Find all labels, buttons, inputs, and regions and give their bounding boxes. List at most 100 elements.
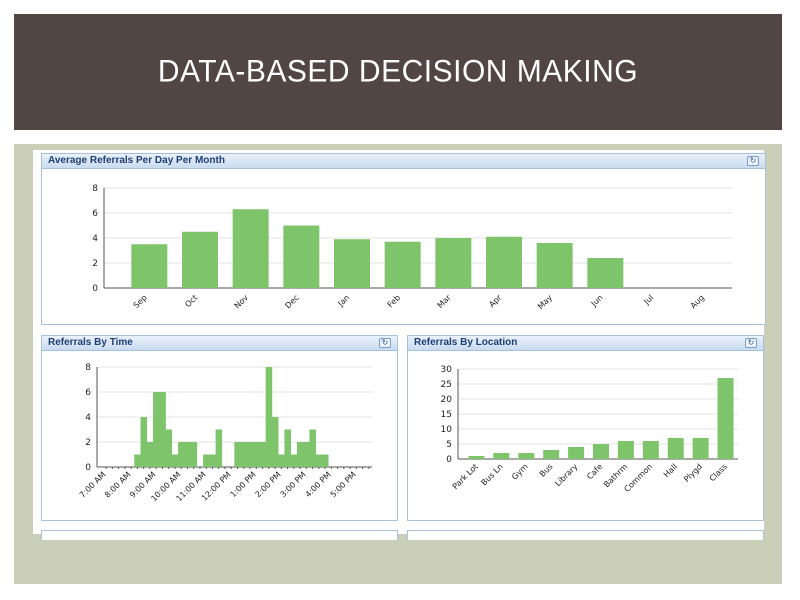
bar [234, 442, 241, 467]
x-tick-label: Mar [436, 293, 454, 311]
x-tick-label: 4:00 PM [304, 470, 333, 499]
bar [259, 442, 266, 467]
refresh-icon[interactable]: ↻ [747, 156, 759, 166]
bar [321, 454, 329, 467]
bar [253, 442, 260, 467]
bar [134, 454, 141, 467]
x-tick-label: Cafe [585, 462, 604, 481]
x-tick-label: Gym [510, 462, 530, 482]
bar [593, 444, 609, 459]
bar [140, 417, 148, 467]
x-tick-label: Nov [233, 293, 251, 311]
x-tick-label: Feb [386, 293, 402, 309]
panel-title: Referrals By Time [48, 337, 133, 348]
bar [543, 450, 560, 459]
refresh-icon[interactable]: ↻ [379, 338, 391, 348]
bar [435, 238, 472, 288]
x-tick-label: 8:00 AM [103, 470, 133, 500]
bar [209, 454, 216, 467]
panel-monthly-referrals: Average Referrals Per Day Per Month ↻ 0 2… [41, 153, 766, 325]
panel-title: Referrals By Location [414, 337, 518, 348]
bar [587, 258, 624, 288]
chart-monthly-referrals: 0 2 4 6 8 Sep Oct Nov Dec Jan Feb Mar Apr May Jun Jul Au… [92, 184, 732, 311]
y-tick-label: 20 [441, 395, 453, 405]
x-tick-label: 5:00 PM [329, 470, 358, 499]
bar [334, 239, 370, 288]
y-tick-label: 2 [85, 438, 91, 448]
bar [296, 442, 304, 467]
y-tick-label: 15 [441, 410, 452, 420]
panel-partial-left [41, 530, 398, 540]
x-tick-label: 2:00 PM [254, 470, 283, 499]
x-tick-label: Dec [283, 293, 300, 310]
bar [215, 429, 223, 467]
x-tick-label: Park Lot [451, 462, 480, 491]
x-tick-label: 1:00 PM [229, 470, 258, 499]
y-tick-label: 6 [92, 209, 98, 219]
bar [178, 442, 185, 467]
bar [232, 209, 269, 288]
y-tick-label: 6 [85, 388, 91, 398]
y-tick-label: 30 [441, 365, 453, 375]
y-tick-label: 2 [92, 259, 98, 269]
bar [184, 442, 191, 467]
bar [309, 429, 316, 467]
y-tick-label: 8 [92, 184, 98, 194]
bar [246, 442, 254, 467]
y-tick-label: 10 [441, 425, 453, 435]
y-tick-label: 25 [441, 380, 452, 390]
x-tick-label: Plygd [682, 462, 704, 484]
panel-title: Average Referrals Per Day Per Month [48, 155, 225, 166]
bar [486, 236, 522, 288]
bar [468, 456, 485, 459]
y-tick-label: 4 [85, 413, 91, 423]
x-tick-label: Hall [662, 462, 679, 479]
title-bar: DATA-BASED DECISION MAKING [14, 14, 782, 130]
bar [667, 438, 684, 459]
bar [182, 231, 218, 288]
refresh-icon[interactable]: ↻ [745, 338, 757, 348]
bar [190, 442, 198, 467]
x-tick-label: May [536, 293, 554, 311]
bar [283, 225, 320, 288]
slide-title: DATA-BASED DECISION MAKING [157, 54, 639, 89]
bar [265, 367, 273, 467]
panel-header: Referrals By Time ↻ [42, 336, 397, 351]
panel-referrals-by-time: Referrals By Time ↻ 0 2 4 6 8 7:00 AM 8:00 AM 9… [41, 335, 398, 521]
bar [171, 454, 179, 467]
x-tick-label: 3:00 PM [279, 470, 308, 499]
bar [284, 429, 291, 467]
x-tick-label: Library [553, 462, 579, 488]
bar [290, 454, 298, 467]
x-tick-label: Jan [336, 293, 352, 309]
x-tick-label: Oct [183, 293, 199, 309]
y-tick-label: 5 [446, 440, 452, 450]
x-tick-label: Bus Ln [479, 462, 504, 487]
bar [536, 243, 573, 288]
bar [153, 392, 160, 467]
bar [159, 392, 166, 467]
y-tick-label: 0 [446, 455, 452, 465]
x-tick-label: Bus [538, 462, 555, 479]
bar [315, 454, 323, 467]
bar [146, 442, 154, 467]
bar [240, 442, 248, 467]
x-tick-label: Aug [689, 293, 706, 310]
x-tick-label: 7:00 AM [78, 470, 108, 500]
bar [131, 244, 168, 288]
bar [617, 441, 634, 459]
x-tick-label: Class [708, 462, 729, 483]
x-tick-label: Sep [132, 293, 149, 310]
bar [165, 429, 173, 467]
y-tick-label: 0 [85, 463, 91, 473]
bar [278, 454, 285, 467]
panel-header: Referrals By Location ↻ [408, 336, 763, 351]
y-tick-label: 4 [92, 234, 98, 244]
x-tick-label: Jul [642, 293, 656, 307]
bar [493, 453, 510, 459]
bar [303, 442, 310, 467]
dashboard-screenshot: Average Referrals Per Day Per Month ↻ 0 2… [33, 150, 766, 540]
